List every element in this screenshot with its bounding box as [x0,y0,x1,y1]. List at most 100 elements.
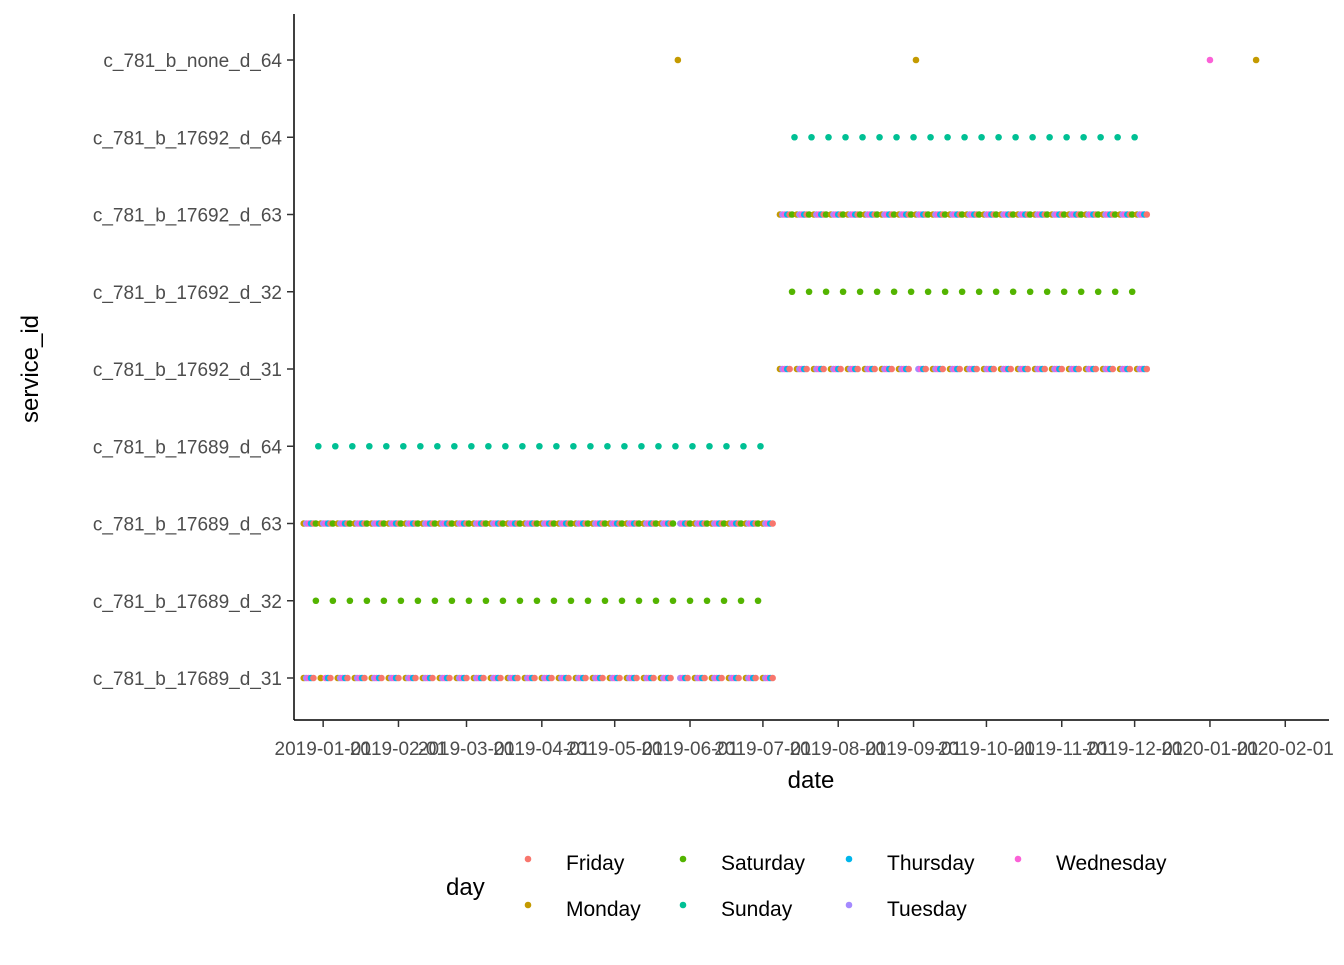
data-point [567,597,575,605]
x-tick-label: 2019-07-01 [714,739,811,760]
data-point [315,442,322,450]
data-point [941,211,949,218]
data-point [480,674,487,682]
data-point [633,674,640,682]
data-point [584,520,592,527]
data-point [533,520,541,527]
data-point [514,674,521,682]
y-tick-label: c_781_b_none_d_64 [103,51,282,72]
legend-title: day [446,874,485,901]
data-point [346,597,354,605]
data-point [1206,56,1214,64]
data-point [820,365,827,373]
data-point [873,288,881,296]
data-point [1075,365,1083,373]
data-point [1252,56,1260,64]
data-point [621,442,628,450]
data-point [907,211,915,218]
data-point [873,211,881,218]
legend-key [524,901,532,909]
data-point [854,365,861,373]
data-point [927,133,934,141]
data-point [667,674,674,682]
data-point [669,520,677,527]
data-point [718,674,725,682]
data-point [1009,288,1017,296]
data-point [1043,211,1051,218]
data-point [1094,288,1102,296]
x-tick-label: 2019-12-01 [1086,739,1183,760]
legend-key [845,901,853,909]
data-point [446,674,453,682]
data-point [842,133,849,141]
data-point [346,520,354,527]
data-point [582,674,589,682]
data-point [635,520,643,527]
data-point [1080,133,1087,141]
data-point [905,365,912,373]
data-point [990,365,998,373]
data-point [448,597,456,605]
legend-key [845,855,853,863]
y-tick-label: c_781_b_17692_d_63 [93,206,282,227]
y-tick-label: c_781_b_17692_d_32 [93,283,282,304]
data-point [961,133,968,141]
data-point [329,597,337,605]
data-point [754,520,762,527]
data-point [752,674,759,682]
data-point [349,442,356,450]
data-point [567,520,575,527]
data-point [720,597,728,605]
data-point [1060,288,1068,296]
legend-label: Friday [566,852,625,875]
data-point [448,520,456,527]
data-point [468,442,475,450]
data-point [599,674,606,682]
data-point [533,597,541,605]
data-point [1043,288,1051,296]
data-point [839,288,847,296]
data-point [451,442,458,450]
data-point [1029,133,1036,141]
legend-label: Monday [566,898,641,921]
data-point [550,597,558,605]
data-point [684,674,691,682]
data-point [701,674,708,682]
data-point [924,288,932,296]
points-layer [300,56,1260,682]
data-point [1092,365,1100,373]
data-point [735,674,742,682]
data-point [740,442,747,450]
x-tick-label: 2019-05-01 [566,739,663,760]
data-point [502,442,509,450]
x-ticks: 2019-01-012019-02-012019-03-012019-04-01… [275,720,1334,760]
x-tick-label: 2019-01-01 [275,739,372,760]
data-point [361,674,368,682]
data-point [890,211,898,218]
data-point [363,520,371,527]
data-point [859,133,866,141]
data-point [531,674,538,682]
data-point [650,674,657,682]
data-point [803,365,810,373]
data-point [312,597,320,605]
data-point [412,674,419,682]
x-tick-label: 2019-10-01 [938,739,1035,760]
data-point [871,365,878,373]
data-point [975,288,983,296]
data-point [995,133,1002,141]
data-point [941,288,949,296]
data-point [395,674,402,682]
data-point [431,597,439,605]
data-point [536,442,543,450]
data-point [958,288,966,296]
data-point [499,597,507,605]
data-point [332,442,339,450]
data-point [890,288,898,296]
data-point [638,442,645,450]
data-point [363,597,371,605]
y-ticks: c_781_b_17689_d_31 c_781_b_17689_d_32 c_78… [93,51,294,690]
data-point [978,133,985,141]
legend: Friday Monday Saturday Sunday Thursday Tuesda… [524,852,1167,921]
data-point [344,674,351,682]
